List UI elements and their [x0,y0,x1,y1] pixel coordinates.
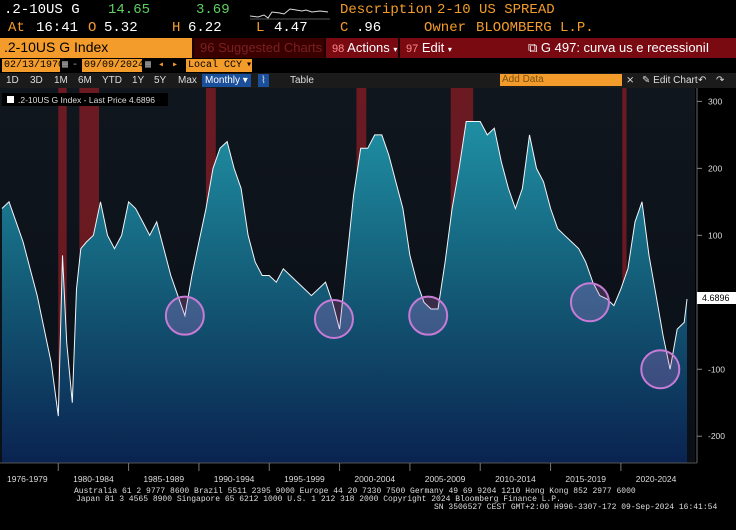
trough-highlight-circle [164,295,205,336]
period-1d[interactable]: 1D [6,75,19,86]
chart-title: G 497: curva us e recessioniI [540,40,710,55]
chart-title-bar[interactable]: ⧉ G 497: curva us e recessioniI [520,38,736,58]
trough-highlight-circle [640,349,681,390]
y-tick-label: -200 [708,431,725,441]
legend-box [2,93,168,106]
owner-label: Owner [424,20,467,36]
period-toolbar: 1D 3D 1M 6M YTD 1Y 5Y Max Monthly ▾ ⌇ Ta… [0,73,736,88]
x-tick-label: 1976-1979 [7,474,48,484]
period-ytd[interactable]: YTD [102,75,122,86]
ticker-symbol: .2-10US G [4,2,80,18]
owner-value: BLOOMBERG L.P. [476,20,594,36]
actions-menu-button[interactable]: 98 Actions ▾ [326,38,398,58]
period-1m[interactable]: 1M [54,75,68,86]
add-data-input[interactable]: Add Data [500,74,622,86]
open-label: O [88,20,97,36]
chevron-down-icon: ▾ [246,60,253,71]
x-tick-label: 2005-2009 [425,474,466,484]
trough-highlight-circle [408,295,449,336]
high-label: H [172,20,181,36]
legend-text: .2-10US G Index - Last Price 4.6896 [18,95,155,105]
y-tick-label: 200 [708,163,722,173]
period-6m[interactable]: 6M [78,75,92,86]
close-label: C [340,20,349,36]
date-range-row: 02/13/1970 ▦ - 09/09/2024 ▦ ◂ ▸ Local CC… [0,59,736,73]
footer-line-2: Japan 81 3 4565 8900 Singapore 65 6212 1… [76,495,561,504]
footer-contacts: Australia 61 2 9777 8600 Brazil 5511 239… [0,486,736,530]
period-3d[interactable]: 3D [30,75,43,86]
footer-line-1: Australia 61 2 9777 8600 Brazil 5511 239… [74,487,636,496]
collapse-icon[interactable]: ⨯ [626,75,635,86]
frequency-select[interactable]: Monthly ▾ [202,74,251,87]
x-tick-label: 2010-2014 [495,474,536,484]
actions-label: Actions [347,40,390,55]
price-change: 3.69 [196,2,230,18]
area-fill [2,121,687,463]
calendar-icon[interactable]: ▦ [62,60,69,71]
description-value: 2-10 US SPREAD [437,2,555,18]
quote-line-2: At 16:41 O 5.32 H 6.22 L 4.47 C .96 Owne… [0,20,736,38]
last-price: 14.65 [108,2,151,18]
time-value: 16:41 [36,20,79,36]
x-tick-label: 1995-1999 [284,474,325,484]
end-date-field[interactable]: 09/09/2024 [82,59,145,72]
start-date-field[interactable]: 02/13/1970 [2,59,65,72]
low-value: 4.47 [274,20,308,36]
open-value: 5.32 [104,20,138,36]
time-label: At [8,20,25,36]
edit-chart-button[interactable]: ✎ Edit Chart [642,73,698,88]
chevron-right-icon[interactable]: ▸ [172,60,179,71]
x-tick-label: 1990-1994 [214,474,255,484]
x-tick-label: 1980-1984 [73,474,114,484]
y-tick-label: 300 [708,96,722,106]
low-label: L [256,20,265,36]
edit-chart-label: Edit Chart [653,75,698,86]
chevron-down-icon: ▾ [447,45,452,54]
x-tick-label: 2015-2019 [565,474,606,484]
close-value: .96 [356,20,382,36]
y-tick-label: 100 [708,230,722,240]
redo-icon[interactable]: ↷ [716,75,725,86]
y-tick-label: -100 [708,364,725,374]
security-field[interactable]: .2-10US G Index [0,38,192,58]
x-tick-label: 2020-2024 [636,474,677,484]
period-1y[interactable]: 1Y [132,75,145,86]
suggested-charts-label: Suggested Charts [218,40,323,55]
edit-num: 97 [406,43,419,55]
last-value-tag [697,292,736,304]
actions-num: 98 [332,43,345,55]
quote-line-1: .2-10US G 14.65 3.69 Description 2-10 US… [0,2,736,20]
legend-swatch [7,96,14,103]
sparkline-icon [250,8,330,20]
chevron-left-icon[interactable]: ◂ [158,60,165,71]
last-value-label: 4.6896 [702,293,730,303]
external-link-icon: ⧉ [528,40,538,55]
chevron-down-icon: ▾ [393,45,398,54]
high-value: 6.22 [188,20,222,36]
frequency-label: Monthly [205,75,241,86]
trough-highlight-circle [569,282,610,323]
recession-band [622,88,627,463]
line-chart-icon[interactable]: ⌇ [258,74,269,87]
trough-highlight-circle [313,299,354,340]
x-tick-label: 2000-2004 [354,474,395,484]
x-tick-label: 1985-1989 [143,474,184,484]
spread-chart[interactable]: 300 200 100 -100 -200 1976-1979 1980-1984 1985… [0,88,736,486]
pencil-icon: ✎ [642,75,651,86]
table-button[interactable]: Table [290,75,314,86]
edit-label: Edit [421,40,445,55]
date-separator: - [72,60,79,71]
edit-menu-button[interactable]: 97 Edit ▾ [400,38,520,58]
calendar-icon[interactable]: ▦ [145,60,152,71]
footer-line-3: SN 3506527 CEST GMT+2:00 H996-3307-172 0… [434,503,718,512]
function-toolbar: .2-10US G Index 96 Suggested Charts 98 A… [0,38,736,58]
description-label: Description [340,2,433,18]
price-line [1,121,688,417]
suggested-charts-button[interactable]: 96 Suggested Charts [194,38,324,58]
period-5y[interactable]: 5Y [154,75,167,86]
suggested-charts-num: 96 [200,40,215,55]
currency-select[interactable]: Local CCY [186,59,252,72]
undo-icon[interactable]: ↶ [698,75,707,86]
period-max[interactable]: Max [178,75,197,86]
